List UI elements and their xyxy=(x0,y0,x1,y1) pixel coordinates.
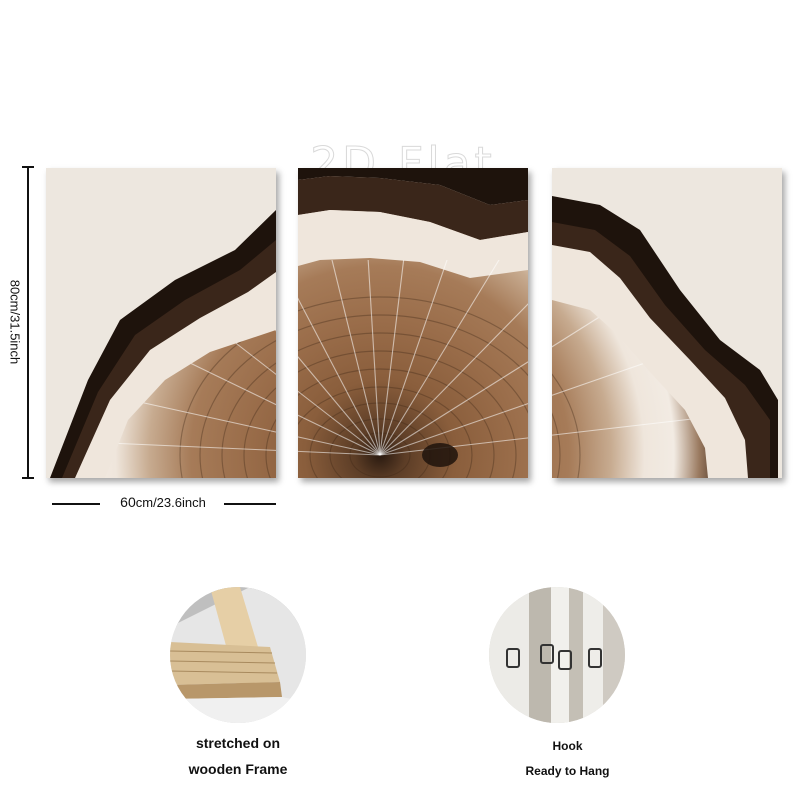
width-dimension-label: 60cm/23.6inch xyxy=(104,494,222,510)
right-panel xyxy=(552,168,782,478)
hook-image xyxy=(489,587,625,723)
tree-ring-center-image xyxy=(298,168,528,478)
width-label-number: 60 xyxy=(120,494,136,510)
hook-caption-line2: Ready to Hang xyxy=(525,764,610,778)
width-label-unit: cm/23.6inch xyxy=(135,495,206,510)
height-dimension-cap-top xyxy=(22,166,34,168)
height-dimension-cap-bottom xyxy=(22,477,34,479)
wooden-frame-image xyxy=(170,587,306,723)
frame-caption-line2: wooden Frame xyxy=(188,761,288,777)
hook-caption: Hook Ready to Hang xyxy=(500,734,635,784)
height-label-text: 80cm/31.5inch xyxy=(5,275,25,369)
tree-ring-right-image xyxy=(552,168,778,478)
frame-caption-line1: stretched on xyxy=(195,735,280,751)
center-panel xyxy=(298,168,528,478)
height-dimension-line xyxy=(27,167,29,478)
width-dimension-line-right xyxy=(224,503,276,505)
tree-ring-left-image xyxy=(46,168,276,478)
hook-photo xyxy=(489,587,625,723)
width-dimension-line-left xyxy=(52,503,100,505)
frame-caption: stretched on wooden Frame xyxy=(168,730,308,782)
wooden-frame-photo xyxy=(170,587,306,723)
left-panel xyxy=(46,168,276,478)
hook-caption-line1: Hook xyxy=(552,739,583,753)
